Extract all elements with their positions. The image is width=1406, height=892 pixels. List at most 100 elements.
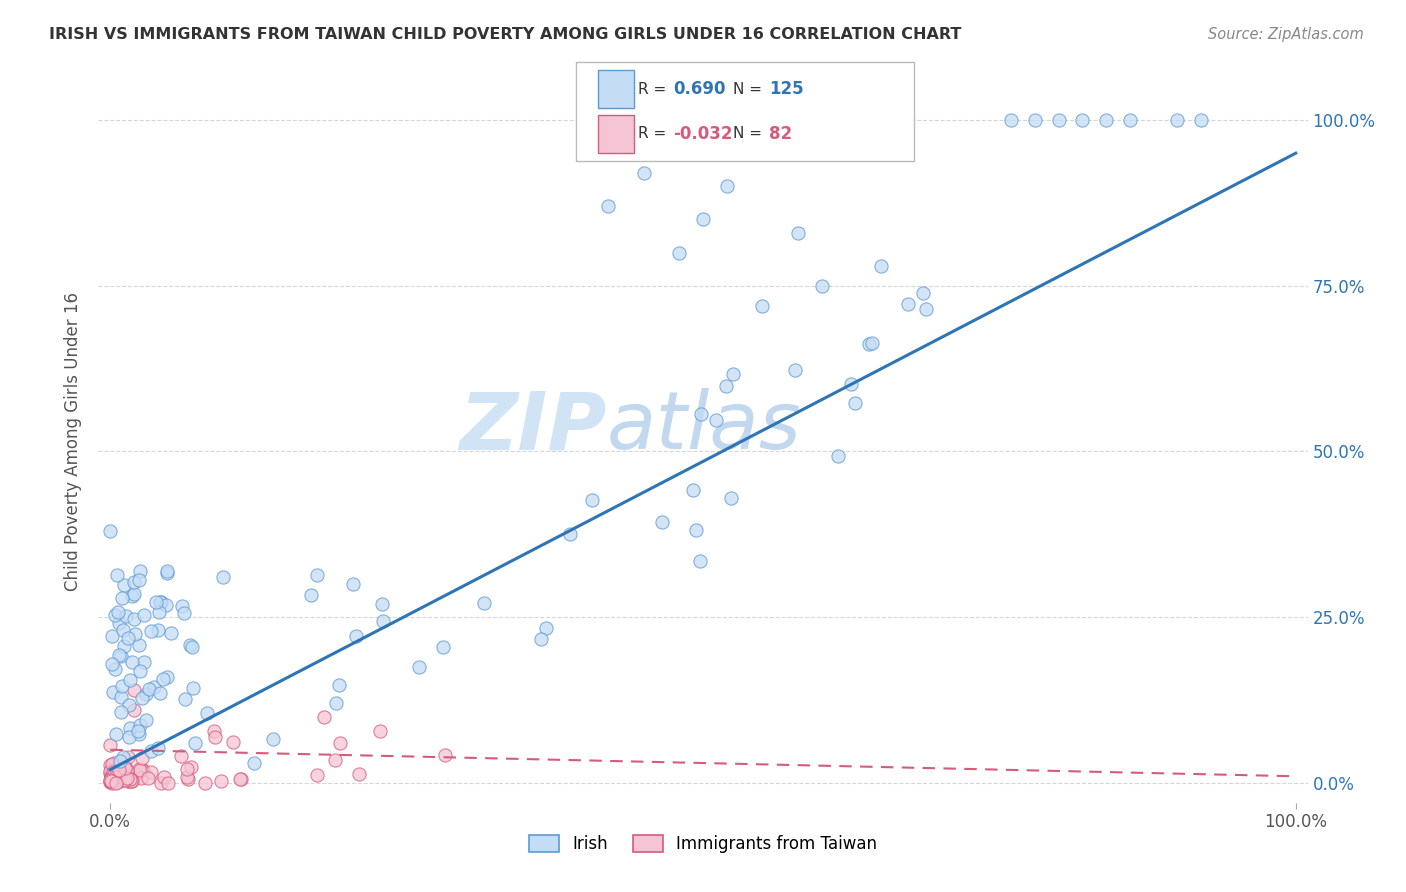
Point — [530, 632, 553, 646]
Point — [810, 278, 832, 293]
Point — [243, 756, 266, 770]
Point — [110, 690, 132, 705]
Point — [195, 706, 218, 720]
Point — [111, 623, 134, 637]
Point — [118, 772, 141, 787]
Point — [111, 679, 134, 693]
Point — [472, 596, 495, 610]
Point — [325, 753, 347, 767]
Point — [128, 564, 150, 578]
Point — [104, 775, 127, 789]
Point — [689, 554, 711, 568]
Point — [115, 765, 138, 780]
Point — [160, 625, 183, 640]
Point — [117, 749, 139, 764]
Point — [844, 396, 866, 410]
Point — [181, 640, 204, 654]
Point — [135, 687, 157, 701]
Point — [368, 724, 391, 739]
Point — [136, 771, 159, 785]
Point — [118, 730, 141, 744]
Point — [112, 578, 135, 592]
Text: N =: N = — [733, 82, 766, 96]
Point — [104, 770, 127, 784]
Point — [141, 744, 163, 758]
Point — [108, 759, 131, 773]
Point — [692, 212, 714, 227]
Point — [342, 577, 364, 591]
Point — [912, 286, 935, 301]
Point — [299, 588, 322, 602]
Point — [107, 648, 129, 663]
Point — [598, 199, 620, 213]
Point — [98, 775, 121, 789]
Point — [124, 767, 146, 781]
Point — [101, 765, 124, 780]
Text: IRISH VS IMMIGRANTS FROM TAIWAN CHILD POVERTY AMONG GIRLS UNDER 16 CORRELATION C: IRISH VS IMMIGRANTS FROM TAIWAN CHILD PO… — [49, 27, 962, 42]
Point — [211, 570, 233, 584]
Point — [104, 761, 127, 775]
Text: ZIP: ZIP — [458, 388, 606, 467]
Point — [105, 568, 128, 582]
Point — [103, 767, 125, 781]
Point — [155, 598, 177, 612]
Point — [111, 770, 134, 784]
Point — [153, 770, 176, 784]
Point — [131, 691, 153, 706]
Point — [103, 685, 125, 699]
Point — [1024, 113, 1046, 128]
Point — [371, 597, 394, 611]
Point — [1071, 113, 1094, 128]
Point — [156, 566, 179, 580]
Point — [633, 166, 655, 180]
Point — [305, 768, 328, 782]
Point — [152, 672, 174, 686]
Point — [149, 594, 172, 608]
Point — [149, 595, 172, 609]
Point — [723, 368, 745, 382]
Point — [117, 771, 139, 785]
Point — [98, 524, 121, 538]
Point — [100, 773, 122, 788]
Point — [689, 407, 711, 421]
Point — [716, 179, 738, 194]
Point — [328, 677, 350, 691]
Text: N =: N = — [733, 127, 766, 141]
Point — [124, 611, 146, 625]
Point — [786, 226, 808, 240]
Point — [108, 616, 131, 631]
Point — [128, 638, 150, 652]
Point — [827, 450, 849, 464]
Point — [100, 629, 122, 643]
Point — [194, 776, 217, 790]
Point — [1000, 113, 1022, 128]
Point — [117, 631, 139, 645]
Point — [100, 771, 122, 785]
Point — [120, 721, 142, 735]
Point — [1166, 113, 1188, 128]
Point — [172, 599, 194, 613]
Point — [98, 758, 121, 772]
Point — [98, 764, 121, 779]
Point — [128, 727, 150, 741]
Point — [120, 774, 142, 789]
Point — [100, 773, 122, 788]
Point — [839, 376, 862, 391]
Point — [222, 735, 245, 749]
Point — [118, 774, 141, 789]
Point — [177, 772, 200, 786]
Point — [312, 709, 335, 723]
Point — [129, 763, 152, 777]
Point — [558, 527, 581, 541]
Point — [1119, 113, 1142, 128]
Point — [915, 301, 938, 316]
Point — [685, 524, 707, 538]
Point — [100, 771, 122, 785]
Point — [132, 608, 155, 623]
Point — [114, 773, 136, 788]
Point — [173, 607, 195, 621]
Point — [668, 245, 690, 260]
Text: 82: 82 — [769, 125, 792, 143]
Point — [714, 379, 737, 393]
Point — [100, 776, 122, 790]
